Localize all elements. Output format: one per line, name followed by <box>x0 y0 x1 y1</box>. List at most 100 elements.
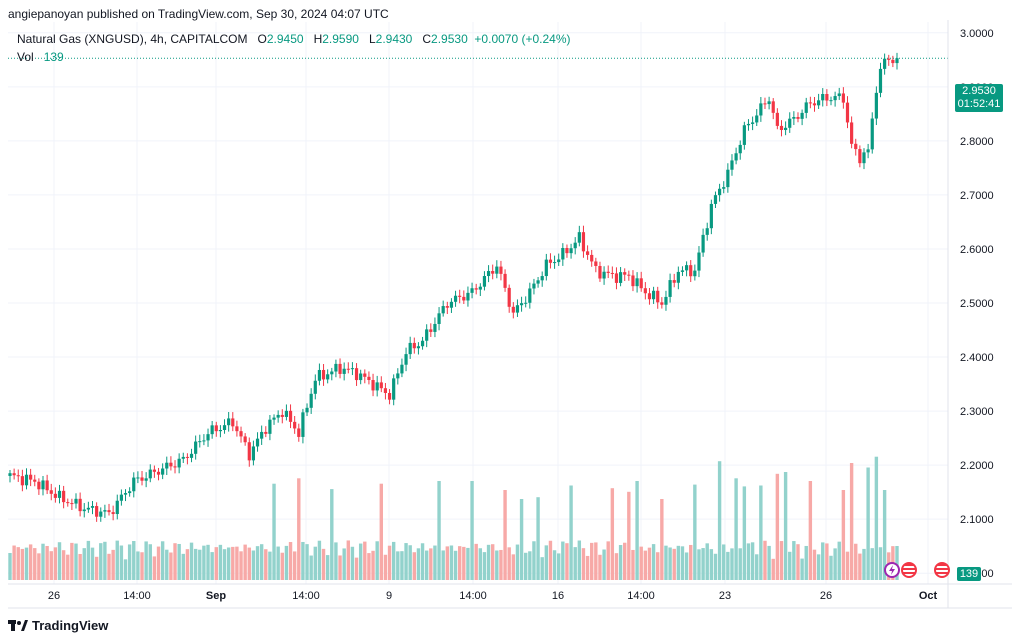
volume-bar <box>288 542 293 580</box>
volume-bar <box>519 499 524 580</box>
candle-body <box>420 340 425 347</box>
time-axis-label: 14:00 <box>459 590 487 602</box>
candle-body <box>90 506 95 508</box>
candle-body <box>173 466 177 468</box>
time-axis-label: 26 <box>48 590 60 602</box>
volume-label[interactable]: Vol <box>17 50 34 64</box>
candle-body <box>482 276 487 287</box>
candle-body <box>722 187 726 189</box>
candle-body <box>623 272 627 275</box>
volume-bar <box>280 552 284 580</box>
candle-body <box>862 152 866 164</box>
volume-bar <box>449 545 454 580</box>
volume-bar <box>656 552 660 580</box>
candle-body <box>165 462 169 469</box>
candle-body <box>243 436 247 443</box>
candle-body <box>817 100 821 106</box>
volume-bar <box>565 543 569 580</box>
volume-bar <box>198 549 202 580</box>
candle-body <box>321 369 326 380</box>
candle-body <box>363 373 367 377</box>
candle-body <box>585 251 590 255</box>
volume-bar <box>325 555 330 580</box>
candle-body <box>350 368 355 370</box>
candle-body <box>140 477 144 481</box>
volume-bar <box>453 550 458 580</box>
candle-body <box>453 295 458 302</box>
candle-body <box>293 421 297 429</box>
volume-tag: 139 <box>957 567 981 581</box>
volume-bar <box>379 483 384 580</box>
open-label: O <box>257 32 267 46</box>
volume-bar <box>396 551 400 580</box>
time-axis-label: 14:00 <box>292 590 320 602</box>
candle-body <box>210 425 214 435</box>
volume-bar <box>511 554 516 580</box>
volume-bar <box>821 542 825 580</box>
volume-bar <box>247 547 251 580</box>
volume-bar <box>759 485 763 580</box>
candle-body <box>317 369 322 381</box>
volume-bar <box>408 545 412 580</box>
close-label: C <box>422 32 432 46</box>
candle-body <box>639 278 643 289</box>
volume-bar <box>74 543 78 580</box>
candle-body <box>821 94 825 101</box>
candle-body <box>854 143 858 150</box>
volume-bar <box>581 548 586 580</box>
volume-bar <box>540 557 544 580</box>
volume-bar <box>779 541 784 580</box>
candle-body <box>334 363 338 372</box>
candle-body <box>792 117 796 119</box>
candle-body <box>222 425 227 430</box>
volume-bar <box>185 549 190 580</box>
volume-bar <box>342 548 346 580</box>
volume-bar <box>585 555 590 580</box>
candle-body <box>511 306 515 313</box>
symbol-info: Natural Gas (XNGUSD), 4h, CAPITALCOM O 2.… <box>17 32 571 46</box>
price-axis-label: 2.5000 <box>960 298 994 310</box>
us-flag-event-icon-2[interactable] <box>934 562 950 578</box>
volume-bar <box>148 544 152 580</box>
candle-body <box>161 468 165 475</box>
volume-bar <box>569 485 573 580</box>
volume-bar <box>561 541 565 580</box>
volume-bar <box>330 489 334 580</box>
high-value: 2.9590 <box>322 32 359 46</box>
dividend-event-icon[interactable] <box>884 562 900 578</box>
candle-body <box>128 491 132 494</box>
tradingview-brand: TradingView <box>32 617 109 633</box>
volume-bar <box>878 547 883 580</box>
volume-bar <box>478 548 483 580</box>
candle-body <box>95 506 99 517</box>
candle-body <box>379 382 383 389</box>
volume-bar <box>722 544 726 580</box>
candle-body <box>74 498 78 504</box>
candle-body <box>528 288 532 303</box>
volume-bar <box>140 552 144 580</box>
time-axis-label: 14:00 <box>627 590 655 602</box>
volume-bar <box>169 552 173 580</box>
volume-bar <box>214 547 218 580</box>
candle-body <box>214 425 218 432</box>
candle-body <box>152 469 156 472</box>
us-flag-event-icon[interactable] <box>901 562 917 578</box>
candle-body <box>326 374 330 380</box>
candle-body <box>491 271 495 274</box>
symbol-title[interactable]: Natural Gas (XNGUSD), 4h, CAPITALCOM <box>17 32 248 46</box>
candle-body <box>396 373 400 379</box>
volume-bar <box>660 499 664 580</box>
candle-body <box>404 354 408 365</box>
volume-bar <box>709 549 714 580</box>
tradingview-logo[interactable]: TradingView <box>8 616 108 634</box>
volume-bar <box>239 551 243 580</box>
candle-body <box>387 392 392 400</box>
candle-body <box>284 410 289 417</box>
volume-bar <box>441 550 445 580</box>
candle-body <box>804 102 808 113</box>
candle-body <box>895 58 899 64</box>
volume-bar <box>177 543 181 580</box>
volume-bar <box>746 543 751 580</box>
volume-bar <box>528 551 532 580</box>
